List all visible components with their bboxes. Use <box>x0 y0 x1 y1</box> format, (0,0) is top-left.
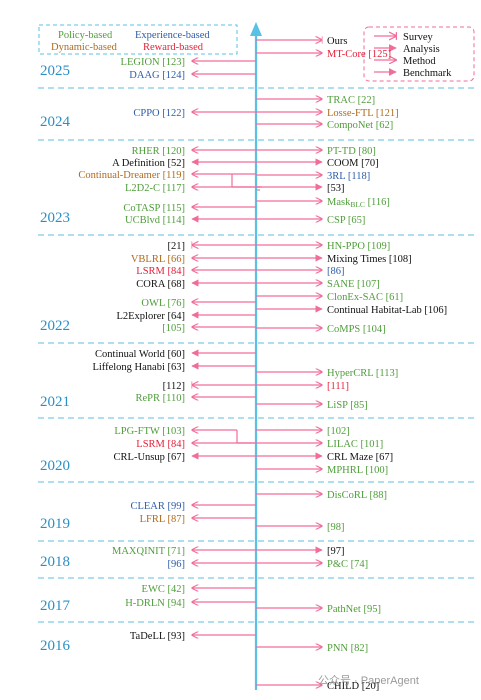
right-entry-label: TRAC [22] <box>327 95 375 106</box>
year-label: 2016 <box>40 638 71 654</box>
left-entries: LEGION [123] DAAG [124] CPPO [122] RHER [12… <box>78 57 260 642</box>
right-entry-label: PT-TD [80] <box>327 146 376 157</box>
right-entry-label: LILAC [101] <box>327 439 383 450</box>
type-legend-box <box>363 26 475 82</box>
left-entry-label: L2D2-C [117] <box>125 183 185 194</box>
timeline-axis <box>250 22 262 690</box>
right-entry-label: Continual Habitat-Lab [106] <box>327 305 447 316</box>
left-entry-label: Liffelong Hanabi [63] <box>92 362 185 373</box>
left-entry-label: LFRL [87] <box>140 514 185 525</box>
right-entry-label: [53] <box>327 183 345 194</box>
left-entry-label: L2Explorer [64] <box>116 311 185 322</box>
left-entry-label: LSRM [84] <box>136 439 185 450</box>
right-entry-label: SANE [107] <box>327 279 380 290</box>
left-entry-label: EWC [42] <box>142 584 185 595</box>
legend-policy-based: Policy-based <box>58 30 113 41</box>
right-entry-label: HN-PPO [109] <box>327 241 390 252</box>
right-entry-label: CRL Maze [67] <box>327 452 393 463</box>
year-label: 2019 <box>40 516 70 532</box>
year-labels: 2025 2024 2023 2022 2021 2020 2019 2018 2017 2016 <box>40 63 71 654</box>
legend-survey: Survey <box>403 32 433 43</box>
year-label: 2023 <box>40 210 70 226</box>
legend-reward-based: Reward-based <box>143 42 204 53</box>
left-entry-label: H-DRLN [94] <box>125 598 185 609</box>
legend-method: Method <box>403 56 436 67</box>
branch-connector <box>231 174 262 188</box>
legend-dynamic-based: Dynamic-based <box>51 42 118 53</box>
right-entry-label: [98] <box>327 522 345 533</box>
year-label: 2018 <box>40 554 70 570</box>
left-entry-label: A Definition [52] <box>112 158 185 169</box>
left-entry-label: MAXQINIT [71] <box>112 546 185 557</box>
year-dividers <box>38 87 474 623</box>
right-entry-label: Ours <box>327 36 347 47</box>
right-entry-label: DisCoRL [88] <box>327 490 387 501</box>
right-entry-label: PathNet [95] <box>327 604 381 615</box>
left-entry-label: CoTASP [115] <box>123 203 185 214</box>
left-entry-label: LPG-FTW [103] <box>114 426 185 437</box>
right-entry-label: CompoNet [62] <box>327 120 393 131</box>
category-legend-box <box>38 24 238 55</box>
year-label: 2017 <box>40 598 71 614</box>
right-entry-label: Mixing Times [108] <box>327 254 412 265</box>
right-entry-label: CSP [65] <box>327 215 365 226</box>
right-entry-label: [102] <box>327 426 350 437</box>
right-entry-label: [86] <box>327 266 345 277</box>
left-entry-label: VBLRL [66] <box>131 254 185 265</box>
left-entry-label: [112] <box>163 381 185 392</box>
right-entry-label: COOM [70] <box>327 158 379 169</box>
right-entry-label: 3RL [118] <box>327 171 370 182</box>
axis-arrowhead <box>250 22 262 36</box>
year-label: 2022 <box>40 318 70 334</box>
right-entry-label: ClonEx-SAC [61] <box>327 292 403 303</box>
left-entry-label: Continual-Dreamer [119] <box>78 170 185 181</box>
legend-benchmark: Benchmark <box>403 68 452 79</box>
legend-experience-based: Experience-based <box>135 30 210 41</box>
right-entry-label: MaskBLC [116] <box>327 197 390 209</box>
right-entry-label: LiSP [85] <box>327 400 368 411</box>
right-entries: Ours MT-Core [125] TRAC [22] Losse-FTL [121… <box>256 36 447 692</box>
right-entry-label: CoMPS [104] <box>327 324 386 335</box>
left-entry-label: OWL [76] <box>141 298 185 309</box>
left-entry-label: TaDeLL [93] <box>130 631 185 642</box>
right-entry-label: P&C [74] <box>327 559 368 570</box>
left-entry-label: CORA [68] <box>136 279 185 290</box>
left-entry-label: DAAG [124] <box>129 70 185 81</box>
right-entry-label: Losse-FTL [121] <box>327 108 399 119</box>
legend-analysis: Analysis <box>403 44 440 55</box>
right-entry-label: MT-Core [125] <box>327 49 391 60</box>
branch-connector <box>236 430 256 444</box>
left-entry-label: Continual World [60] <box>95 349 185 360</box>
watermark: 公众号 · PaperAgent <box>318 674 419 687</box>
left-entry-label: CRL-Unsup [67] <box>114 452 185 463</box>
right-entry-label: PNN [82] <box>327 643 368 654</box>
left-entry-label: CLEAR [99] <box>130 501 185 512</box>
left-entry-label: RePR [110] <box>136 393 186 404</box>
right-entry-label: HyperCRL [113] <box>327 368 398 379</box>
right-entry-label: [97] <box>327 546 345 557</box>
left-entry-label: LSRM [84] <box>136 266 185 277</box>
left-entry-label: UCBlvd [114] <box>125 215 185 226</box>
left-entry-label: LEGION [123] <box>121 57 185 68</box>
year-label: 2021 <box>40 394 70 410</box>
right-entry-label: [111] <box>327 381 349 392</box>
left-entry-label: RHER [120] <box>132 146 185 157</box>
left-entry-label: CPPO [122] <box>133 108 185 119</box>
left-entry-label: [21] <box>168 241 186 252</box>
year-label: 2020 <box>40 458 70 474</box>
year-label: 2024 <box>40 114 71 130</box>
left-entry-label: [96] <box>168 559 186 570</box>
right-entry-label: CHILD [20] <box>327 681 379 692</box>
right-entry-label: MPHRL [100] <box>327 465 388 476</box>
year-label: 2025 <box>40 63 70 79</box>
left-entry-label: [105] <box>162 323 185 334</box>
